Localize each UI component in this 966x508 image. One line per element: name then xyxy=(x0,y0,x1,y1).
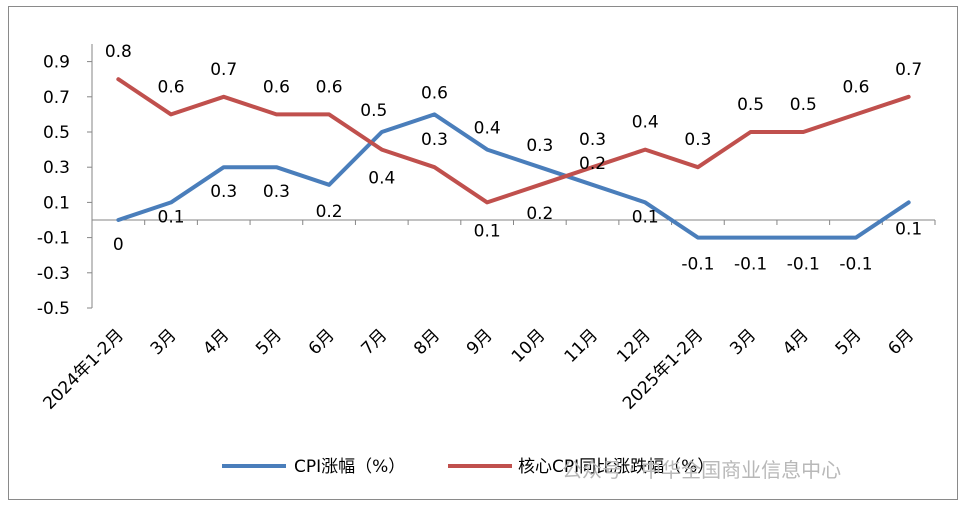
core-cpi-data-label: 0.6 xyxy=(842,77,869,97)
core-cpi-data-label: 0.6 xyxy=(158,77,185,97)
cpi-data-label: 0.4 xyxy=(474,119,501,139)
cpi-data-label: 0.3 xyxy=(210,182,237,202)
cpi-data-label: 0.5 xyxy=(360,101,387,121)
core-cpi-data-label: 0.5 xyxy=(737,95,764,115)
core-cpi-series-line xyxy=(116,77,911,205)
cpi-data-label: 0.1 xyxy=(895,219,922,239)
x-category-label: 11月 xyxy=(561,325,602,366)
core-cpi-data-label: 0.5 xyxy=(790,95,817,115)
cpi-data-label: 0.3 xyxy=(263,182,290,202)
cpi-data-label: -0.1 xyxy=(734,255,767,275)
y-tick-label: -0.5 xyxy=(37,299,70,319)
cpi-series-line xyxy=(116,112,911,240)
y-tick-label: 0.3 xyxy=(43,158,70,178)
core-cpi-data-label: 0.3 xyxy=(579,130,606,150)
x-category-label: 3月 xyxy=(147,325,181,359)
cpi-data-label: 0.2 xyxy=(579,154,606,174)
x-category-label: 4月 xyxy=(779,325,813,359)
core-cpi-data-label: 0.3 xyxy=(684,130,711,150)
cpi-data-label: 0 xyxy=(113,235,124,255)
core-cpi-data-label: 0.2 xyxy=(526,204,553,224)
cpi-data-label: 0.2 xyxy=(316,202,343,222)
data-labels-layer: 00.10.3 0.30.20.50.60.40.30.20.1-0.1 -0.1-… xyxy=(105,42,922,274)
y-tick-label: 0.5 xyxy=(43,123,70,143)
series-layer xyxy=(116,77,911,240)
x-category-label: 5月 xyxy=(252,325,286,359)
x-category-label: 12月 xyxy=(613,325,654,366)
cpi-data-label: 0.3 xyxy=(526,136,553,156)
x-category-label: 10月 xyxy=(508,325,549,366)
y-tick-label: -0.1 xyxy=(37,229,70,249)
y-tick-label: 0.7 xyxy=(43,88,70,108)
legend-core-cpi-label: 核心CPI同比涨跌幅（%） xyxy=(518,457,714,477)
x-category-label: 6月 xyxy=(884,325,918,359)
y-tick-label: 0.9 xyxy=(43,53,70,73)
y-tick-label: -0.3 xyxy=(37,264,70,284)
core-cpi-data-label: 0.6 xyxy=(316,77,343,97)
x-category-label: 7月 xyxy=(357,325,391,359)
chart-frame xyxy=(8,6,958,500)
x-category-label: 3月 xyxy=(726,325,760,359)
core-cpi-data-label: 0.7 xyxy=(895,60,922,80)
x-category-label: 5月 xyxy=(832,325,866,359)
x-category-label: 4月 xyxy=(199,325,233,359)
core-cpi-data-label: 0.8 xyxy=(105,42,132,62)
cpi-data-label: 0.6 xyxy=(421,83,448,103)
cpi-data-label: -0.1 xyxy=(787,255,820,275)
core-cpi-data-label: 0.6 xyxy=(263,77,290,97)
x-category-label: 6月 xyxy=(305,325,339,359)
core-cpi-data-label: 0.4 xyxy=(368,169,395,189)
cpi-data-label: -0.1 xyxy=(681,255,714,275)
legend: CPI涨幅（%） 核心CPI同比涨跌幅（%） xyxy=(222,457,714,477)
y-tick-label: 0.1 xyxy=(43,193,70,213)
x-category-label: 8月 xyxy=(410,325,444,359)
x-category-label: 9月 xyxy=(463,325,497,359)
cpi-data-label: 0.1 xyxy=(632,207,659,227)
core-cpi-data-label: 0.4 xyxy=(632,113,659,133)
core-cpi-data-label: 0.3 xyxy=(421,130,448,150)
core-cpi-data-label: 0.7 xyxy=(210,60,237,80)
legend-cpi-label: CPI涨幅（%） xyxy=(294,457,405,477)
watermark-text: 公众号 · 中华全国商业信息中心 xyxy=(562,458,841,482)
core-cpi-data-label: 0.1 xyxy=(474,221,501,241)
cpi-data-label: -0.1 xyxy=(839,255,872,275)
x-category-label: 2024年1-2月 xyxy=(39,325,127,413)
cpi-data-label: 0.1 xyxy=(158,207,185,227)
